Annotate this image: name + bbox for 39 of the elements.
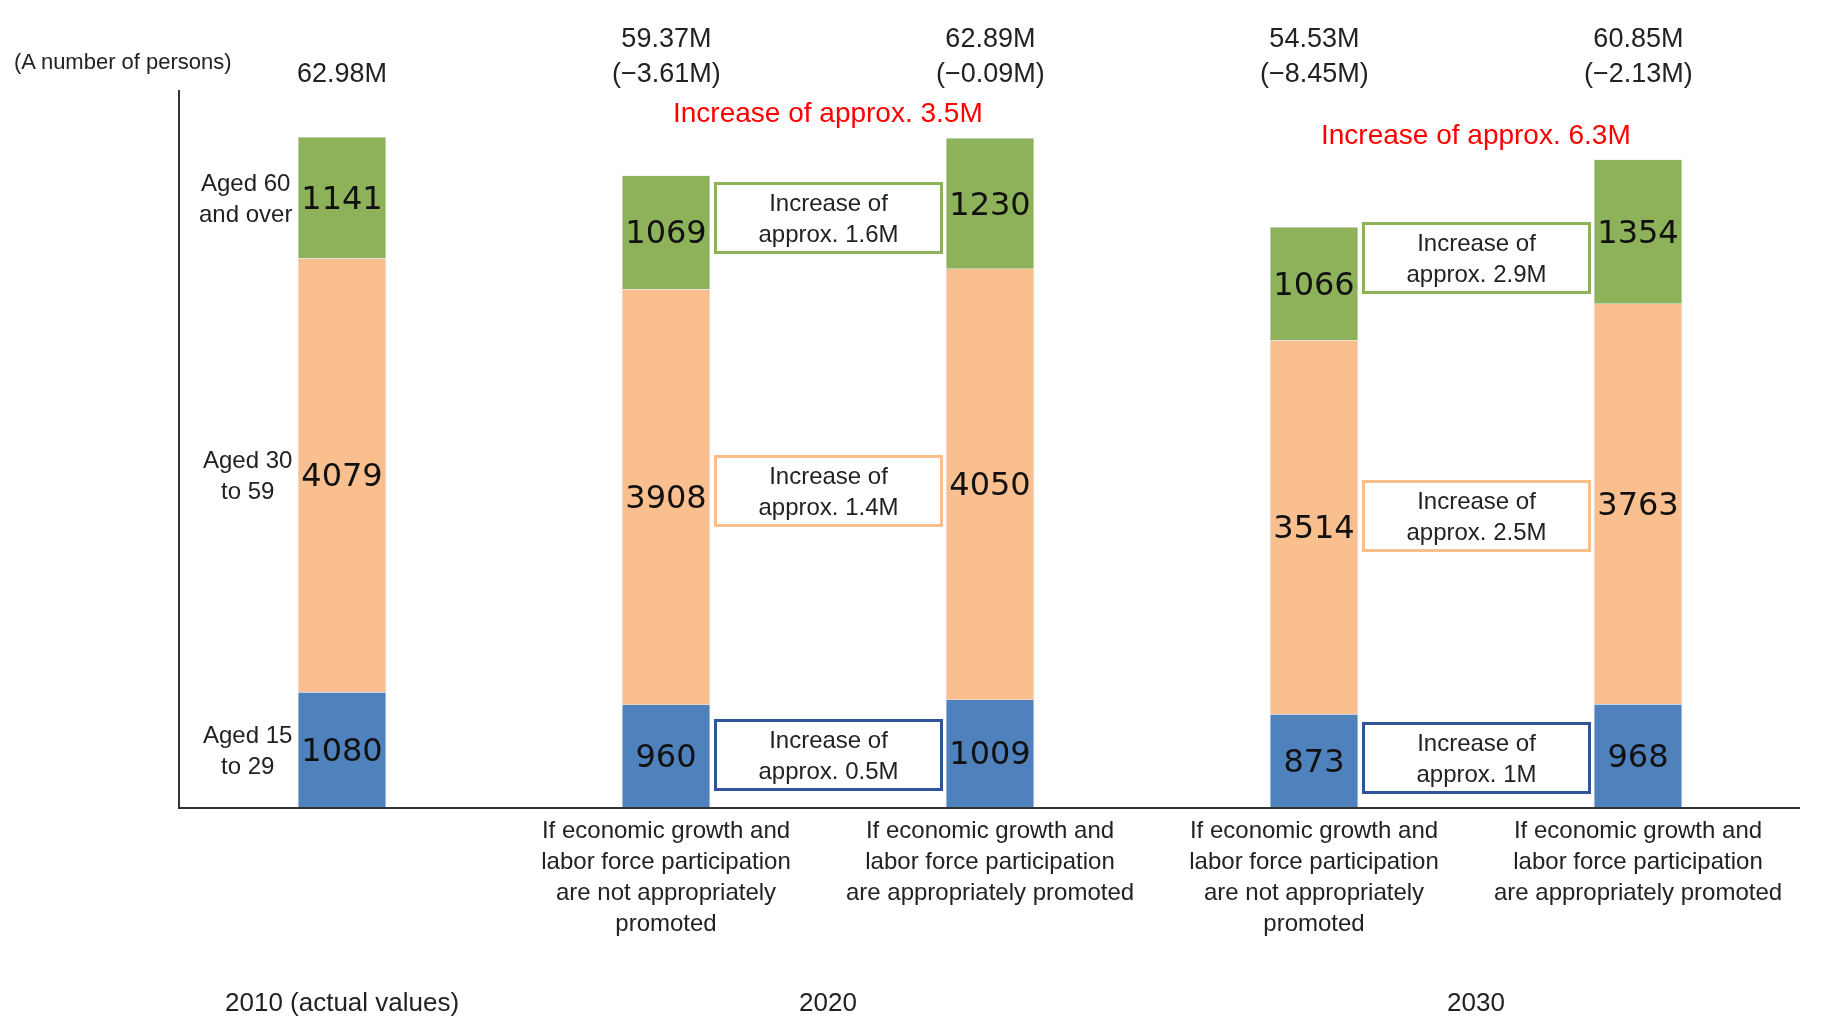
data-label: 1009 — [949, 734, 1031, 773]
x-tick-label: If economic growth and labor force participation are not appropriately promoted — [1189, 815, 1439, 937]
annotation: Increase of approx. 6.3M — [1321, 119, 1631, 150]
text: 62.98M — [297, 58, 388, 88]
annotation: Increase of approx. 1.6M — [758, 189, 899, 248]
text: (A number of persons) — [14, 49, 232, 74]
annotation: Increase of approx. 2.5M — [1406, 487, 1547, 546]
text: 59.37M (−3.61M) — [612, 23, 721, 89]
data-label: 968 — [1607, 736, 1669, 775]
data-label: 1080 — [301, 730, 383, 769]
data-label: 1069 — [625, 213, 707, 252]
text: 60.85M (−2.13M) — [1584, 23, 1693, 89]
data-label: 3908 — [625, 478, 707, 517]
annotation: Increase of approx. 1.4M — [758, 462, 899, 521]
data-label: 1230 — [949, 184, 1031, 223]
series-label: Aged 60 and over — [199, 169, 293, 228]
text: Increase of approx. 3.5M — [673, 97, 983, 128]
text: 62.89M (−0.09M) — [936, 23, 1045, 89]
annotation: Increase of approx. 2.9M — [1406, 229, 1547, 288]
text: 2020 — [799, 987, 857, 1017]
text: 2010 (actual values) — [225, 987, 460, 1017]
annotation: Increase of approx. 1M — [1416, 729, 1537, 788]
data-label: 873 — [1283, 741, 1345, 780]
data-label: 1354 — [1597, 212, 1679, 251]
x-tick-label: If economic growth and labor force participation are not appropriately promoted — [541, 815, 791, 937]
x-tick-label: If economic growth and labor force participation are appropriately promoted — [845, 815, 1135, 906]
x-tick-label: If economic growth and labor force participation are appropriately promoted — [1493, 815, 1783, 906]
data-label: 4050 — [949, 465, 1031, 504]
annotation: Increase of approx. 0.5M — [758, 726, 899, 785]
text: 2030 — [1447, 987, 1505, 1017]
data-label: 3514 — [1273, 508, 1355, 547]
data-label: 1141 — [301, 178, 383, 217]
series-label: Aged 15 to 29 — [203, 721, 293, 780]
text: 54.53M (−8.45M) — [1260, 23, 1369, 89]
data-label: 3763 — [1597, 484, 1679, 523]
series-label: Aged 30 to 59 — [203, 446, 293, 505]
data-label: 4079 — [301, 456, 383, 495]
data-label: 960 — [635, 736, 697, 775]
data-label: 1066 — [1273, 264, 1355, 303]
